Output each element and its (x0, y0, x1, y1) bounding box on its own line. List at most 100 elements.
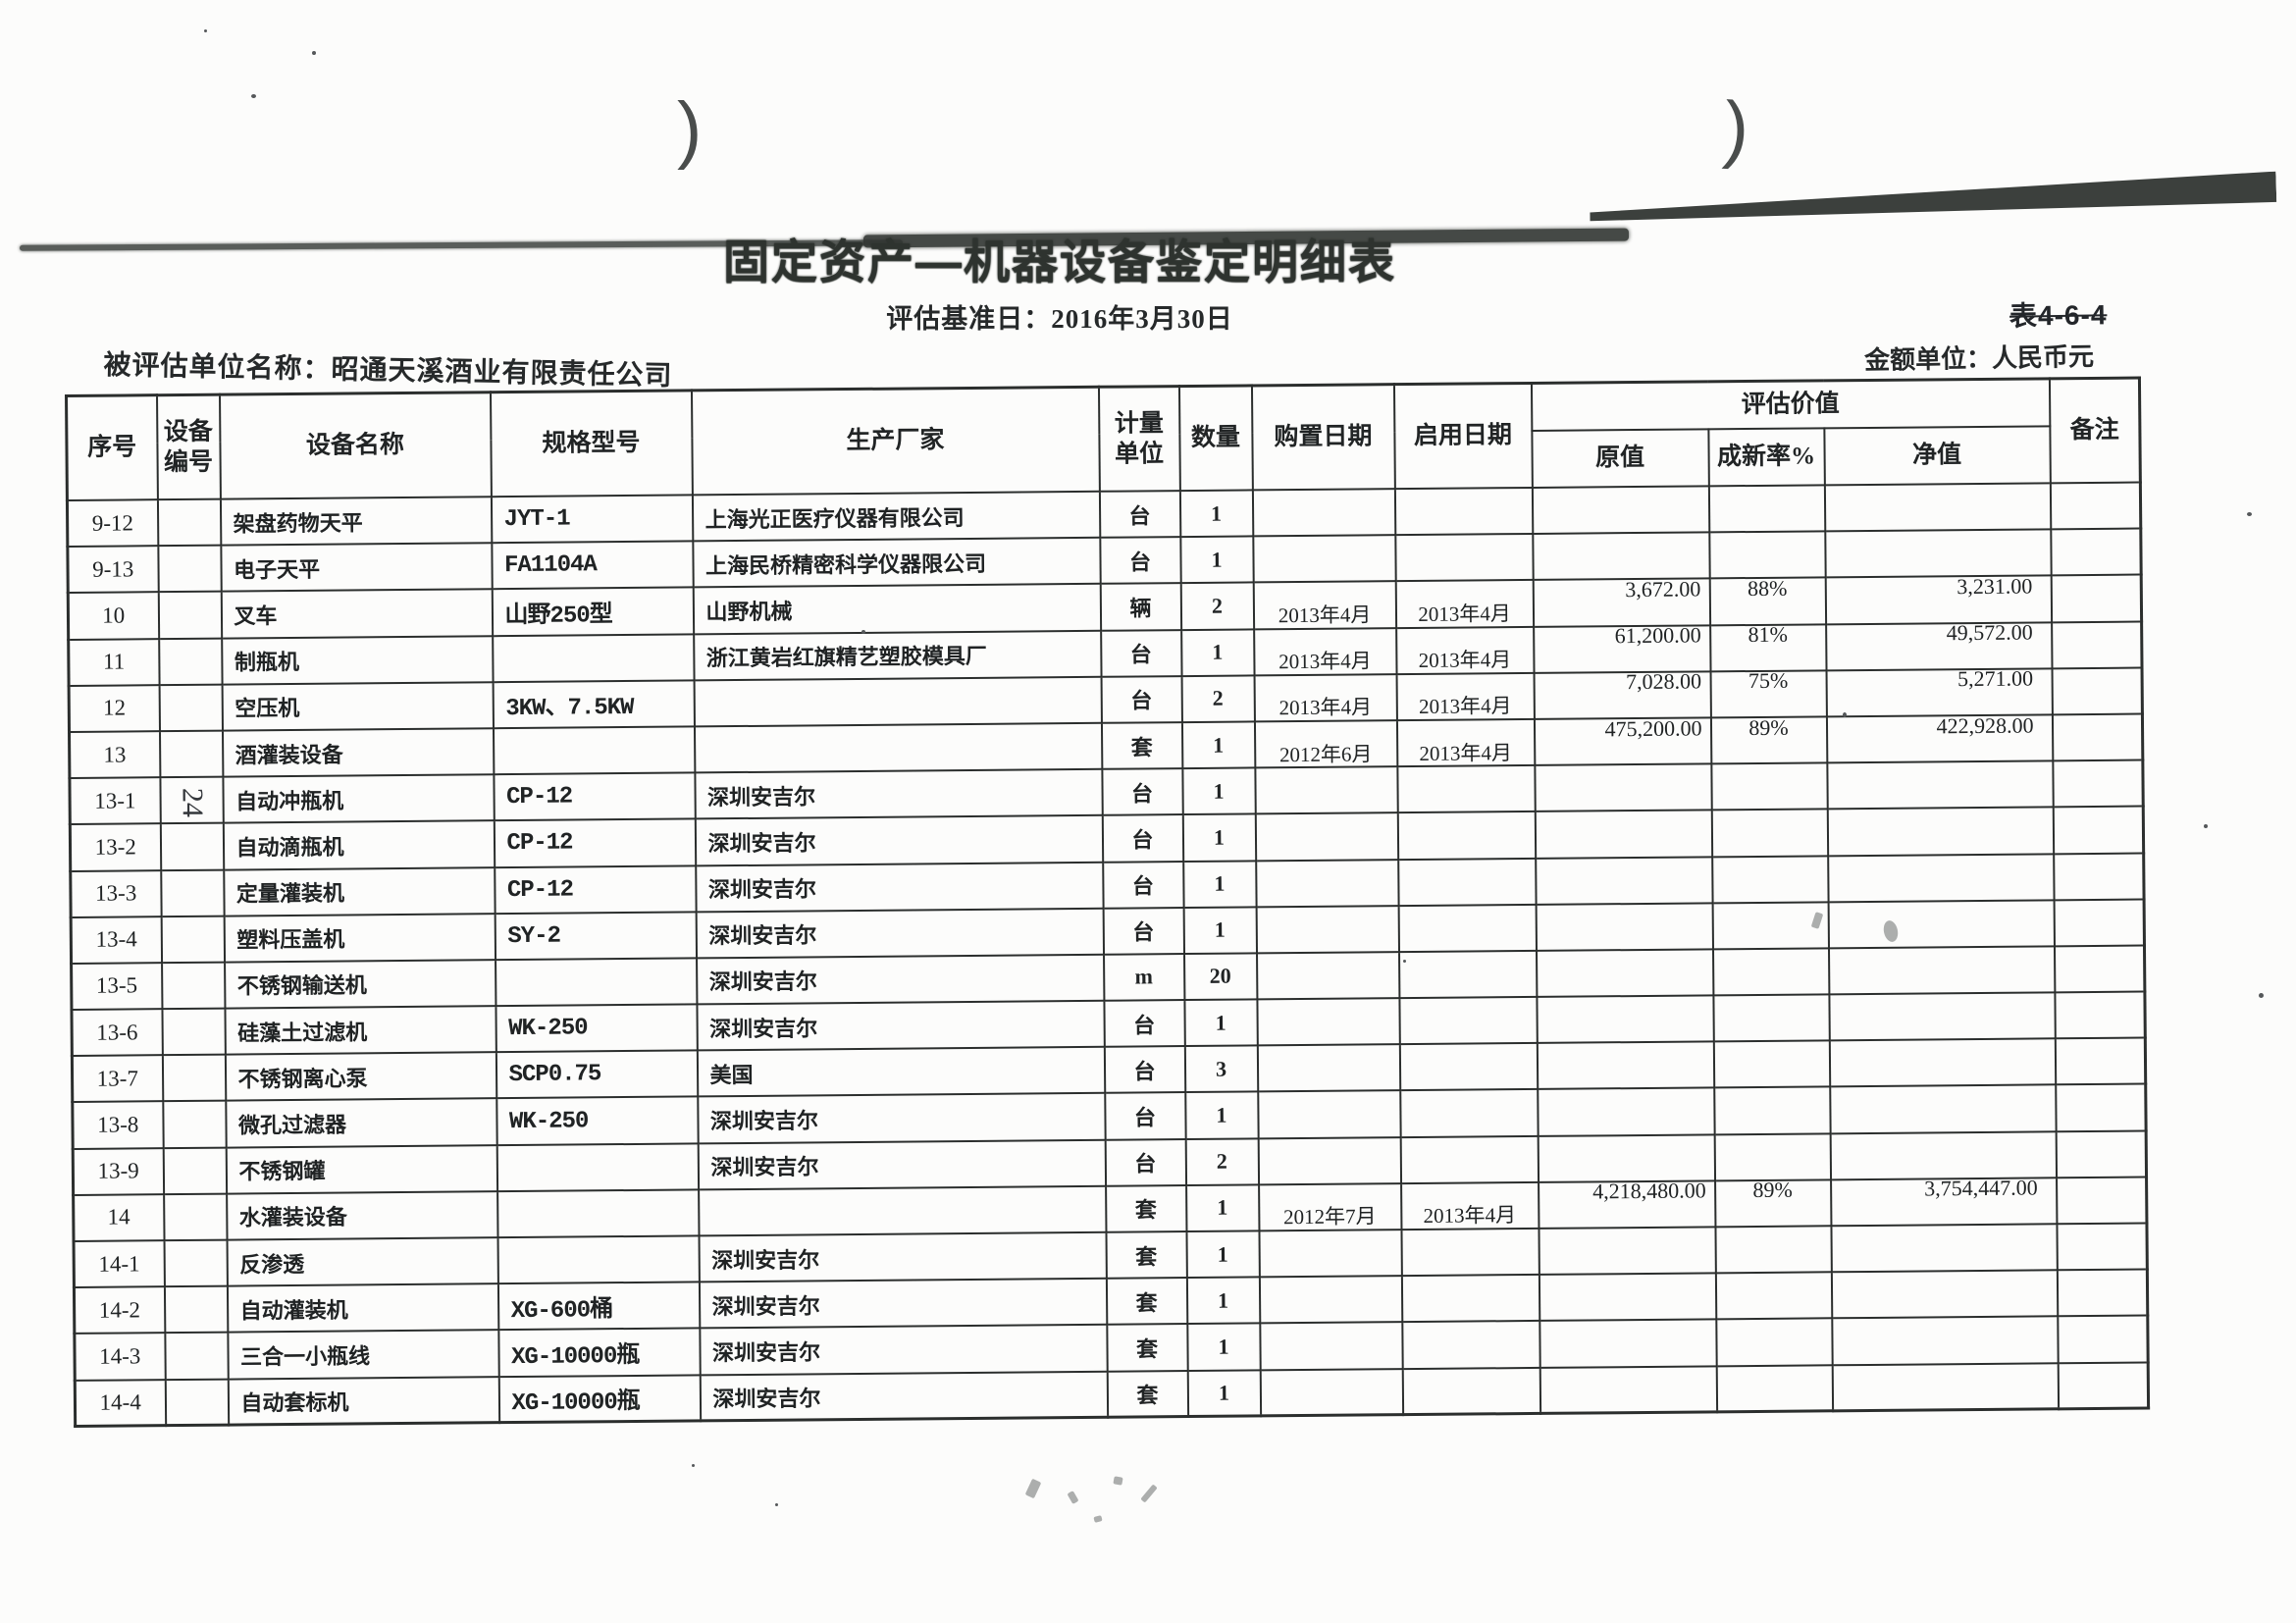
cell-name: 电子天平 (220, 543, 493, 592)
cell-net (1832, 1362, 2059, 1412)
header-manufacturer: 生产厂家 (691, 387, 1100, 496)
cell-text-name: 反渗透 (239, 1251, 305, 1278)
cell-text-unit: 台 (1131, 873, 1155, 899)
cell-orig (1536, 903, 1713, 951)
cell-text-seq: 14-1 (98, 1250, 140, 1277)
cell-text-buy: 2013年4月 (1278, 602, 1372, 628)
cell-rem (2056, 1223, 2148, 1271)
cell-unit: 台 (1099, 537, 1181, 585)
cell-mfr: 上海民桥精密科学仪器限公司 (692, 537, 1101, 588)
cell-text-buy: 2013年4月 (1278, 695, 1373, 720)
cell-rem (2051, 574, 2142, 622)
cell-model (496, 1143, 699, 1191)
cell-text-net: 422,928.00 (1936, 714, 2034, 738)
cell-seq: 13-1 (69, 777, 161, 825)
cell-text-qty: 1 (1214, 916, 1226, 943)
cell-use (1400, 1135, 1539, 1183)
cell-seq: 10 (68, 592, 159, 640)
cell-use (1399, 1043, 1538, 1091)
cell-rem (2050, 528, 2142, 576)
cell-text-model: XG-10000瓶 (510, 1342, 640, 1372)
cell-name: 塑料压盖机 (224, 913, 496, 963)
cell-use: 2013年4月 (1395, 580, 1534, 628)
cell-name: 定量灌装机 (223, 866, 496, 916)
cell-use (1401, 1321, 1540, 1369)
cell-text-model: WK-250 (508, 1107, 589, 1135)
cell-text-name: 酒灌装设备 (235, 742, 343, 768)
cell-mfr (694, 676, 1102, 727)
scan-speck (312, 51, 316, 55)
valuation-date-subtitle: 评估基准日：2016年3月30日 (886, 304, 1233, 334)
cell-mfr: 深圳安吉尔 (697, 1093, 1106, 1144)
cell-rem (2053, 853, 2145, 901)
cell-rem (2055, 1037, 2146, 1085)
cell-text-qty: 2 (1216, 1148, 1227, 1175)
cell-text-seq: 13-3 (94, 880, 137, 906)
cell-name: 不锈钢离心泵 (225, 1052, 496, 1102)
cell-text-seq: 14-4 (99, 1389, 141, 1415)
cell-name: 自动冲瓶机 (222, 774, 495, 823)
currency-unit-label: 金额单位：人民币元 (1863, 341, 2095, 376)
cell-qty: 1 (1186, 1323, 1261, 1371)
cell-rate: 89% (1710, 716, 1827, 764)
cell-net (1831, 1316, 2059, 1365)
cell-text-qty: 1 (1212, 639, 1224, 664)
cell-buy (1252, 489, 1395, 537)
table-body: 9-12 架盘药物天平 JYT-1 上海光正医疗仪器有限公司台 1 9-13 电子天平 FA1… (67, 482, 2149, 1427)
stray-paren-left: ) (677, 87, 703, 171)
cell-seq: 13-2 (70, 823, 161, 871)
cell-text-rate: 81% (1748, 623, 1788, 648)
cell-seq: 9-12 (67, 499, 158, 548)
cell-unit: 套 (1107, 1370, 1188, 1418)
cell-no (161, 916, 225, 964)
cell-orig: 3,672.00 (1533, 578, 1710, 627)
cell-no (162, 1054, 226, 1102)
cell-text-mfr: 深圳安吉尔 (707, 830, 816, 857)
cell-seq: 14-4 (75, 1379, 166, 1427)
cell-text-seq: 13-4 (95, 926, 137, 953)
cell-model: XG-600桶 (497, 1282, 700, 1331)
cell-model: 3KW、7.5KW (493, 680, 695, 729)
cell-text-unit: 台 (1130, 781, 1154, 807)
cell-rate (1708, 531, 1826, 579)
cell-no (161, 962, 225, 1010)
cell-rate (1716, 1364, 1833, 1413)
scan-speck (775, 1503, 778, 1506)
cell-text-mfr: 上海民桥精密科学仪器限公司 (704, 550, 987, 579)
cell-rem (2053, 806, 2144, 854)
cell-seq: 13 (69, 731, 160, 779)
cell-mfr: 深圳安吉尔 (699, 1325, 1108, 1375)
cell-text-qty: 1 (1217, 1287, 1229, 1313)
cell-no: 24 (159, 776, 224, 824)
cell-text-name: 微孔过滤器 (237, 1112, 347, 1138)
cell-text-seq: 9-12 (91, 509, 134, 536)
scan-speck (2204, 824, 2208, 828)
cell-rate (1714, 1226, 1832, 1274)
cell-seq: 13-8 (72, 1101, 164, 1149)
cell-qty: 1 (1182, 860, 1257, 908)
cell-rate (1715, 1318, 1833, 1366)
cell-rem (2057, 1315, 2149, 1363)
cell-net (1829, 1084, 2057, 1133)
cell-text-orig: 7,028.00 (1626, 671, 1702, 695)
cell-orig (1536, 995, 1714, 1044)
cell-text-use: 2013年4月 (1419, 740, 1513, 765)
cell-model: CP-12 (494, 818, 696, 867)
cell-net (1827, 853, 2055, 903)
cell-text-qty: 1 (1214, 870, 1226, 896)
cell-no (158, 638, 223, 685)
cell-text-name: 不锈钢离心泵 (237, 1066, 368, 1092)
cell-buy (1256, 905, 1399, 954)
header-net-value: 净值 (1823, 426, 2051, 486)
cell-text-buy: 2012年7月 (1283, 1204, 1377, 1230)
cell-name: 制瓶机 (221, 635, 494, 685)
cell-model: CP-12 (494, 864, 697, 914)
cell-text-model: CP-12 (505, 783, 573, 812)
cell-unit: 台 (1101, 768, 1183, 816)
cell-model: WK-250 (496, 1096, 699, 1145)
cell-text-mfr: 深圳安吉尔 (711, 1339, 821, 1366)
cell-text-rate: 89% (1752, 1179, 1793, 1203)
cell-no (164, 1285, 228, 1334)
cell-unit: 台 (1102, 814, 1183, 863)
cell-rem (2052, 667, 2143, 715)
